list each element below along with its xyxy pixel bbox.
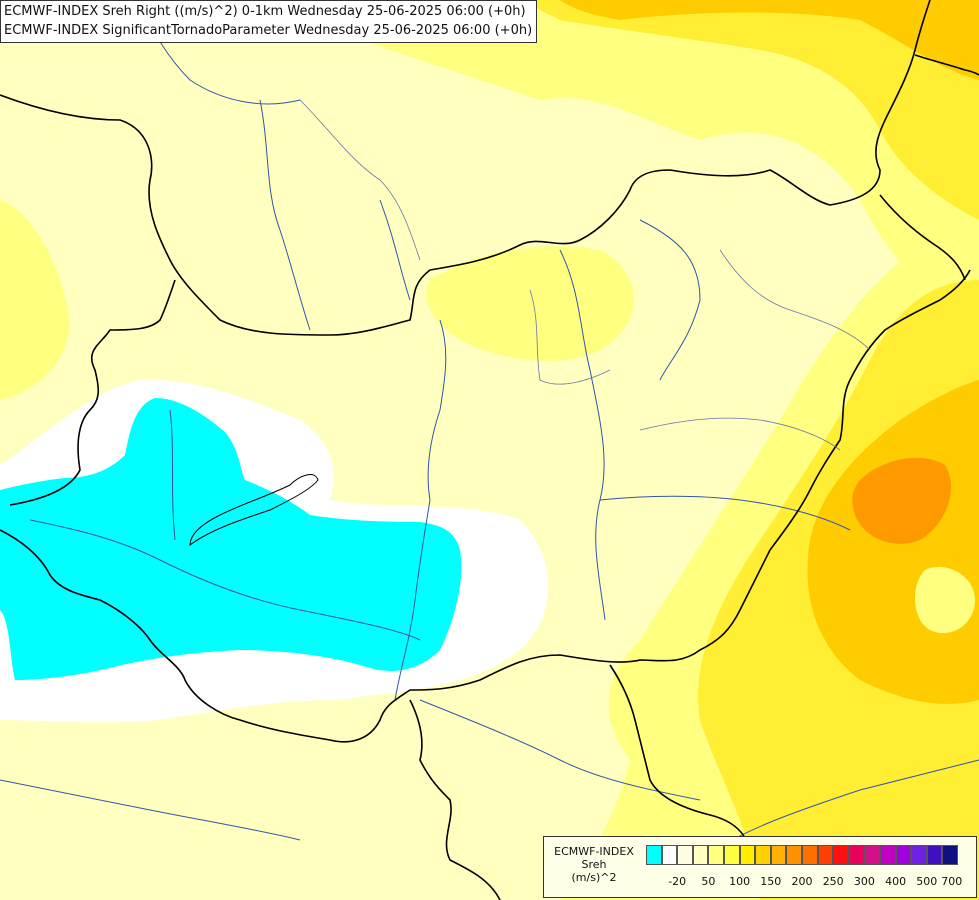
river-4 <box>29 519 421 641</box>
river-9 <box>379 199 411 301</box>
legend-swatch <box>677 845 693 865</box>
legend-swatch <box>770 845 787 865</box>
legend-tick-label: 200 <box>791 875 813 888</box>
yellow-zone-north <box>360 0 979 330</box>
legend-swatch <box>911 845 927 865</box>
gold-zone-north <box>520 0 979 220</box>
legend-swatch <box>942 845 958 865</box>
legend-swatch <box>895 845 912 865</box>
legend-swatch <box>646 845 662 865</box>
legend-swatch <box>755 845 771 865</box>
region-line-4 <box>639 417 841 451</box>
legend-swatch <box>723 845 740 865</box>
border-south <box>409 699 501 900</box>
border-northeast <box>914 54 979 76</box>
orange-zone-north <box>560 0 979 80</box>
border-west <box>9 279 176 506</box>
legend-line-1: ECMWF-INDEX <box>554 845 634 858</box>
legend-swatch <box>879 845 896 865</box>
yellow-zone-center <box>426 246 634 361</box>
legend-swatch <box>786 845 802 865</box>
legend-swatch <box>926 845 943 865</box>
light-spot-east <box>914 566 975 634</box>
river-6 <box>599 495 851 531</box>
legend-line-2: Sreh <box>581 858 607 871</box>
river-5 <box>639 219 701 381</box>
river-7 <box>419 699 701 801</box>
border-east-upper <box>879 194 966 281</box>
legend-tick-label: 700 <box>941 875 963 888</box>
legend-tick-label: -20 <box>668 875 687 888</box>
region-line-3 <box>719 249 871 351</box>
legend-swatch <box>708 845 724 865</box>
title-line-2: ECMWF-INDEX SignificantTornadoParameter … <box>4 23 533 38</box>
legend-swatch <box>833 845 849 865</box>
legend-ticks: -20 50 100 150 200 250 300 400 500 700 <box>646 875 976 891</box>
legend-swatch <box>801 845 818 865</box>
legend-swatch <box>864 845 880 865</box>
title-line-1: ECMWF-INDEX Sreh Right ((m/s)^2) 0-1km W… <box>4 4 526 19</box>
legend-tick-label: 250 <box>822 875 844 888</box>
legend-swatches <box>646 845 958 865</box>
legend-tick-label: 400 <box>885 875 907 888</box>
river-3 <box>559 249 606 621</box>
map-title: ECMWF-INDEX Sreh Right ((m/s)^2) 0-1km W… <box>0 0 538 43</box>
legend-swatch <box>848 845 865 865</box>
rivers <box>0 0 979 861</box>
border-south-west <box>0 269 971 743</box>
color-legend: ECMWF-INDEX Sreh (m/s)^2 -20 50 100 150 200 2… <box>543 836 977 898</box>
river-1 <box>259 99 311 331</box>
legend-swatch <box>739 845 756 865</box>
legend-line-3: (m/s)^2 <box>571 871 617 884</box>
river-2 <box>394 319 447 701</box>
legend-label: ECMWF-INDEX Sreh (m/s)^2 <box>546 845 642 884</box>
legend-tick-label: 150 <box>760 875 782 888</box>
legend-tick-label: 300 <box>853 875 875 888</box>
legend-tick-label: 50 <box>701 875 716 888</box>
legend-swatch <box>661 845 678 865</box>
legend-swatch <box>817 845 834 865</box>
legend-tick-label: 500 <box>916 875 938 888</box>
dark-orange-spot <box>852 457 951 544</box>
region-line-1 <box>299 99 421 261</box>
border-east-vertical <box>609 664 751 851</box>
legend-tick-label: 100 <box>729 875 751 888</box>
river-10 <box>169 409 176 541</box>
yellow-zone-west <box>0 200 70 400</box>
region-lines <box>299 99 871 451</box>
region-line-2 <box>529 289 611 385</box>
river-8 <box>0 779 301 841</box>
border-north <box>0 0 931 336</box>
legend-swatch <box>692 845 709 865</box>
lake <box>189 474 319 547</box>
